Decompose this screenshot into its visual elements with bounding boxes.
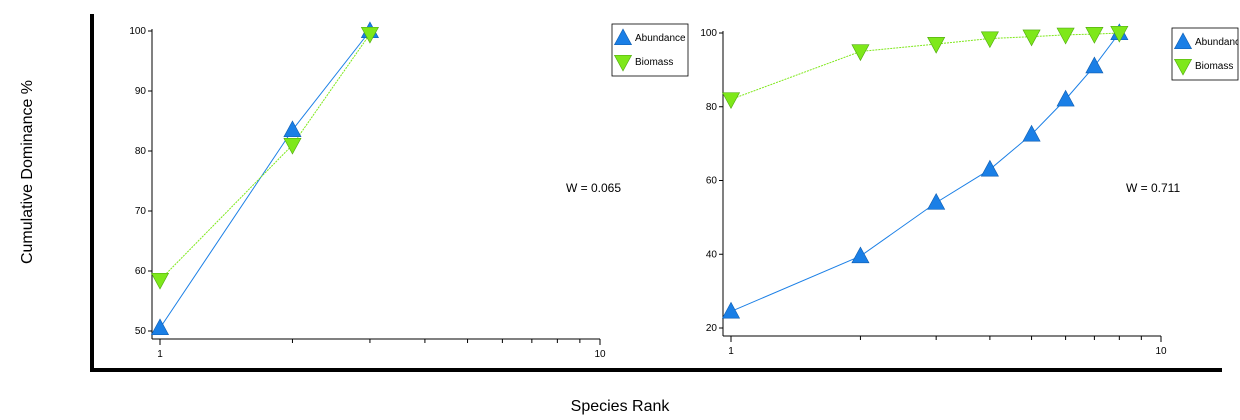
x-tick-label: 10 xyxy=(594,349,606,360)
y-tick-label: 20 xyxy=(706,323,718,334)
abundance-point xyxy=(980,159,999,177)
biomass-point xyxy=(851,44,870,62)
biomass-point xyxy=(360,26,379,44)
x-tick-label: 10 xyxy=(1155,346,1167,357)
biomass-point xyxy=(1022,29,1041,47)
series-line-biomass xyxy=(730,32,1120,100)
y-tick-label: 100 xyxy=(700,28,717,39)
abundance-point xyxy=(150,318,170,336)
biomass-point xyxy=(283,137,302,155)
abundance-point xyxy=(1056,89,1075,107)
legend-label: Biomass xyxy=(1195,61,1233,72)
legend-biomass-marker xyxy=(613,54,633,72)
abundance-point xyxy=(1022,124,1041,142)
x-axis-title: Species Rank xyxy=(570,398,670,415)
y-tick-label: 60 xyxy=(135,266,147,277)
x-tick-label: 1 xyxy=(157,349,163,360)
legend: Abundance Biomass xyxy=(611,23,689,77)
biomass-point xyxy=(150,272,170,290)
y-tick-label: 50 xyxy=(135,326,147,337)
abundance-point xyxy=(283,120,302,138)
biomass-point xyxy=(1110,25,1129,43)
w-statistic-annotation: W = 0.711 xyxy=(1126,181,1180,195)
biomass-point xyxy=(721,92,741,110)
legend-label: Abundance xyxy=(635,33,686,44)
series-line-abundance xyxy=(730,32,1120,312)
biomass-point xyxy=(1085,27,1104,44)
y-tick-label: 40 xyxy=(706,249,718,260)
x-tick-label: 1 xyxy=(728,346,734,357)
legend-biomass-marker xyxy=(1173,58,1193,76)
legend-label: Abundance xyxy=(1195,37,1240,48)
legend: Abundance Biomass xyxy=(1171,27,1240,81)
abundance-point xyxy=(927,192,946,210)
biomass-point xyxy=(1056,27,1075,45)
series-line-abundance xyxy=(159,30,371,329)
y-tick-label: 80 xyxy=(135,146,147,157)
legend-label: Biomass xyxy=(635,57,673,68)
legend-abundance-marker xyxy=(1173,32,1193,50)
panel-2: 20 40 60 80 100 1 10 W = 0.711 Abundance Biomass xyxy=(700,23,1240,357)
w-statistic-annotation: W = 0.065 xyxy=(566,181,621,195)
y-tick-label: 70 xyxy=(135,206,147,217)
y-tick-label: 90 xyxy=(135,86,147,97)
y-tick-label: 60 xyxy=(706,176,718,187)
abundance-point xyxy=(721,301,741,319)
biomass-point xyxy=(927,37,946,54)
abundance-point xyxy=(851,246,870,264)
legend-abundance-marker xyxy=(613,28,633,46)
y-axis-title: Cumulative Dominance % xyxy=(19,79,36,265)
y-tick-label: 80 xyxy=(706,102,718,113)
y-tick-label: 100 xyxy=(129,26,146,37)
abundance-point xyxy=(1085,56,1104,74)
biomass-point xyxy=(980,31,999,49)
